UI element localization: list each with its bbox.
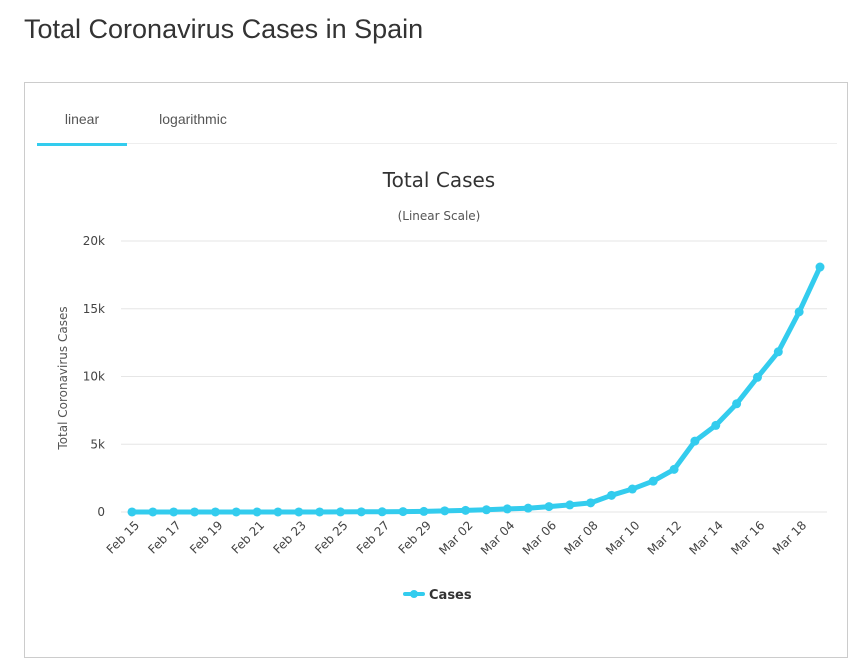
data-point[interactable] (732, 399, 742, 409)
data-point[interactable] (815, 262, 825, 272)
legend-series-label: Cases (429, 588, 472, 603)
x-tick-label: Feb 23 (270, 518, 308, 556)
data-point[interactable] (648, 476, 658, 486)
y-tick-label: 20k (83, 234, 105, 248)
x-tick-label: Mar 12 (645, 518, 684, 557)
data-point[interactable] (461, 505, 471, 515)
data-point[interactable] (481, 505, 491, 515)
scale-tabs: linear logarithmic (37, 107, 837, 146)
x-tick-label: Mar 14 (686, 518, 725, 557)
data-point[interactable] (210, 507, 220, 517)
x-tick-label: Mar 06 (520, 518, 559, 557)
x-tick-label: Feb 21 (229, 518, 267, 556)
x-tick-label: Feb 15 (104, 518, 142, 556)
x-tick-label: Mar 02 (436, 518, 475, 557)
data-point[interactable] (335, 507, 345, 517)
x-tick-label: Feb 27 (354, 518, 392, 556)
y-axis-label: Total Coronavirus Cases (56, 306, 70, 450)
x-tick-label: Mar 16 (728, 518, 767, 557)
y-tick-label: 5k (90, 437, 105, 451)
y-tick-label: 15k (83, 302, 105, 316)
x-tick-label: Mar 08 (561, 518, 600, 557)
data-point[interactable] (523, 503, 533, 513)
chart-subtitle: (Linear Scale) (398, 209, 481, 223)
data-point[interactable] (711, 420, 721, 430)
data-point[interactable] (148, 507, 158, 517)
data-point[interactable] (419, 506, 429, 516)
x-tick-label: Feb 19 (187, 518, 225, 556)
data-point[interactable] (794, 307, 804, 317)
data-point[interactable] (190, 507, 200, 517)
data-point[interactable] (377, 507, 387, 517)
legend-series-marker (410, 590, 418, 598)
data-point[interactable] (627, 484, 637, 494)
data-point[interactable] (502, 504, 512, 514)
x-tick-label: Feb 29 (396, 518, 434, 556)
data-point[interactable] (440, 506, 450, 516)
legend[interactable]: Cases (403, 588, 472, 603)
data-point[interactable] (252, 507, 262, 517)
x-tick-label: Mar 04 (478, 518, 517, 557)
data-point[interactable] (607, 490, 617, 500)
tab-linear[interactable]: linear (37, 107, 127, 146)
data-point[interactable] (565, 500, 575, 510)
data-point[interactable] (315, 507, 325, 517)
x-tick-label: Feb 17 (145, 518, 183, 556)
page-title: Total Coronavirus Cases in Spain (24, 14, 424, 44)
data-point[interactable] (356, 507, 366, 517)
data-point[interactable] (690, 436, 700, 446)
data-point[interactable] (231, 507, 241, 517)
chart-title: Total Cases (382, 168, 495, 192)
x-tick-label: Mar 10 (603, 518, 642, 557)
data-point[interactable] (544, 502, 554, 512)
x-tick-label: Mar 18 (770, 518, 809, 557)
y-tick-label: 10k (83, 370, 105, 384)
data-point[interactable] (294, 507, 304, 517)
tab-logarithmic[interactable]: logarithmic (159, 111, 227, 127)
chart-container: linear logarithmic Total Cases (Linear S… (24, 82, 848, 658)
chart-svg: Total Cases (Linear Scale) Total Coronav… (56, 168, 827, 603)
data-point[interactable] (273, 507, 283, 517)
data-point[interactable] (752, 372, 762, 382)
data-point[interactable] (398, 507, 408, 517)
data-point[interactable] (773, 347, 783, 357)
x-tick-label: Feb 25 (312, 518, 350, 556)
y-tick-label: 0 (97, 505, 105, 519)
series-line-cases (129, 264, 823, 515)
data-point[interactable] (586, 498, 596, 508)
data-point[interactable] (127, 507, 137, 517)
data-point[interactable] (169, 507, 179, 517)
data-point[interactable] (669, 464, 679, 474)
